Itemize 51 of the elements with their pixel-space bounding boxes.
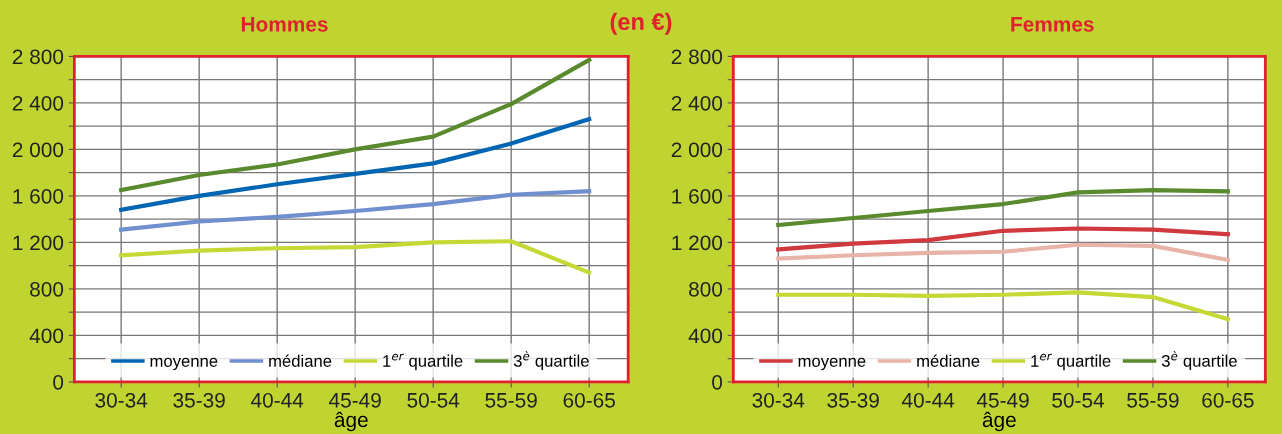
y-tick-label: 800	[30, 281, 64, 297]
y-tick-label: 1 200	[13, 235, 64, 251]
line-series	[776, 242, 1230, 262]
x-tick-label: 55-59	[1127, 392, 1179, 408]
x-tick-label: 50-54	[407, 392, 460, 408]
line-series	[776, 290, 1230, 322]
x-axis-title: âge	[982, 411, 1016, 432]
chart-title: Hommes	[241, 17, 328, 32]
x-tick-label: 40-44	[901, 392, 955, 408]
y-tick-label: 1 600	[13, 188, 64, 204]
x-tick-label: 60-65	[1202, 392, 1254, 408]
y-tick-label: 2 800	[12, 49, 64, 65]
x-tick-label: 40-44	[251, 392, 304, 408]
line-series	[776, 188, 1230, 228]
y-tick-label: 2 000	[12, 142, 64, 158]
chart-title: Femmes	[1011, 17, 1094, 32]
x-tick-label: 30-34	[752, 392, 805, 408]
x-axis-title: âge	[334, 411, 368, 432]
legend-label: 3$^{è}$ quartile	[513, 350, 589, 371]
x-tick-label: 30-34	[95, 392, 148, 408]
y-tick-label: 2 400	[671, 95, 723, 111]
legend-label: médiane	[917, 354, 980, 367]
x-tick-label: 50-54	[1052, 392, 1105, 408]
y-tick-label: 2 400	[12, 95, 64, 111]
y-tick-label: 0	[53, 374, 64, 390]
x-tick-label: 35-39	[173, 392, 225, 408]
x-tick-label: 35-39	[827, 392, 879, 408]
legend-label: moyenne	[798, 357, 866, 371]
legend-label: 1$^{er}$ quartile	[1031, 353, 1111, 371]
y-tick-label: 2 000	[671, 142, 723, 158]
text: (en €)	[610, 12, 672, 35]
legend-label: 3$^{è}$ quartile	[1161, 350, 1237, 371]
x-tick-label: 55-59	[485, 392, 537, 408]
y-tick-label: 1 200	[672, 235, 723, 251]
y-tick-label: 400	[688, 328, 723, 344]
y-tick-label: 800	[689, 281, 723, 297]
line-series	[119, 189, 592, 232]
x-tick-label: 45-49	[329, 392, 381, 408]
y-tick-label: 0	[712, 374, 723, 390]
line-series	[119, 239, 592, 275]
x-tick-label: 60-65	[563, 392, 615, 408]
line-series	[119, 117, 592, 212]
legend-label: 1$^{er}$ quartile	[383, 353, 463, 371]
legend-label: moyenne	[150, 357, 218, 371]
y-tick-label: 400	[29, 328, 64, 344]
line-series	[119, 57, 592, 193]
y-tick-label: 2 800	[671, 49, 723, 65]
legend-label: médiane	[269, 354, 332, 367]
x-tick-label: 45-49	[976, 392, 1029, 408]
y-tick-label: 1 600	[672, 188, 723, 204]
line-series	[776, 226, 1230, 252]
